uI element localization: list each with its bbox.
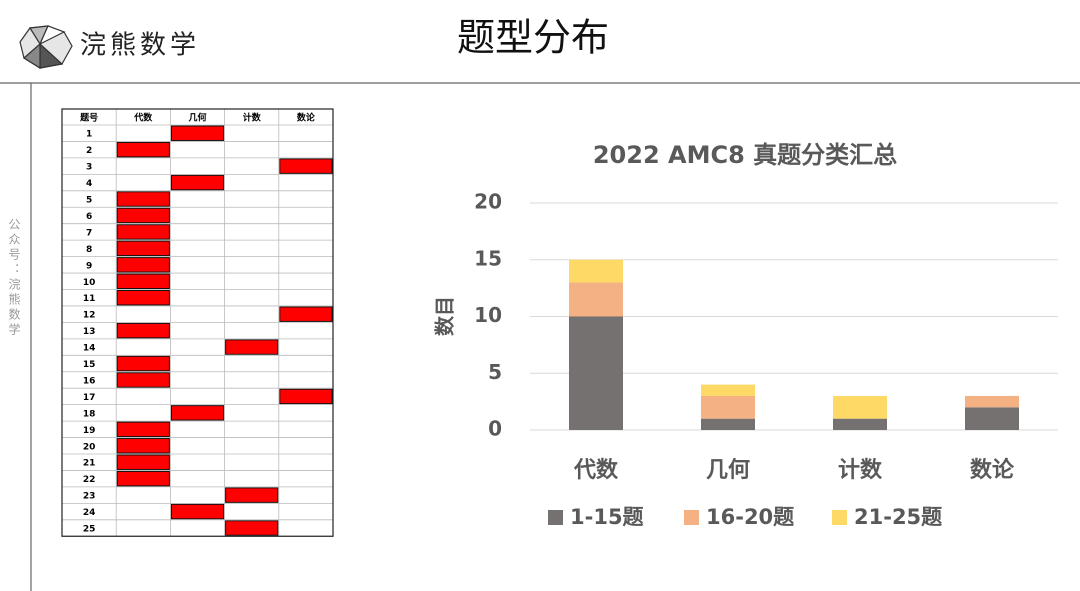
- marked-cell: [116, 372, 170, 388]
- marked-cell: [170, 174, 225, 191]
- bar-segment: [569, 282, 623, 317]
- row-number: 6: [86, 212, 92, 222]
- legend-swatch: [684, 510, 699, 525]
- marked-cell: [279, 158, 333, 174]
- bar-segment: [701, 384, 755, 396]
- marked-cell: [116, 421, 170, 438]
- table-border: [61, 108, 334, 537]
- marked-cell: [116, 290, 170, 306]
- row-number: 11: [83, 294, 96, 304]
- table-header: 几何: [188, 112, 206, 124]
- marked-cell: [116, 257, 170, 273]
- marked-cell: [170, 503, 225, 520]
- legend-label: 21-25题: [854, 505, 943, 529]
- x-tick-label: 代数: [573, 457, 619, 483]
- marked-cell: [225, 520, 279, 536]
- x-tick-label: 计数: [838, 457, 883, 483]
- row-number: 25: [83, 525, 96, 535]
- row-number: 17: [83, 393, 96, 403]
- row-number: 15: [83, 360, 96, 370]
- row-number: 14: [83, 344, 96, 354]
- marked-cell: [116, 224, 170, 240]
- page-title: 题型分布: [457, 16, 609, 60]
- row-number: 16: [83, 376, 96, 386]
- x-tick-label: 数论: [970, 457, 1015, 483]
- row-number: 5: [86, 196, 92, 206]
- marked-cell: [116, 322, 170, 339]
- legend-swatch: [832, 510, 847, 525]
- marked-cell: [116, 207, 170, 224]
- row-number: 24: [83, 508, 96, 518]
- row-number: 18: [83, 409, 96, 419]
- marked-cell: [116, 470, 170, 487]
- table-header: 题号: [79, 113, 98, 124]
- row-number: 12: [83, 311, 96, 321]
- row-number: 4: [86, 179, 92, 189]
- row-number: 9: [86, 261, 92, 271]
- chart-title: 2022 AMC8 真题分类汇总: [593, 141, 897, 169]
- marked-cell: [170, 125, 225, 141]
- logo-text: 浣熊数学: [80, 31, 200, 61]
- marked-cell: [279, 306, 333, 322]
- row-number: 22: [83, 475, 96, 485]
- table-header: 数论: [297, 112, 316, 124]
- y-tick-label: 10: [474, 303, 502, 327]
- row-number: 21: [83, 459, 96, 469]
- table: 1234567891011121314151617181920212223242…: [61, 108, 334, 537]
- row-number: 19: [83, 426, 96, 436]
- row-number: 13: [83, 327, 96, 337]
- logo-icon: [19, 25, 73, 70]
- bar-segment: [833, 418, 887, 430]
- bar-segment: [965, 395, 1019, 408]
- table-header: 代数: [133, 112, 153, 124]
- marked-cell: [279, 388, 333, 405]
- row-number: 7: [86, 228, 92, 238]
- row-number: 1: [86, 130, 92, 140]
- legend-label: 16-20题: [706, 505, 795, 529]
- row-number: 23: [83, 492, 96, 502]
- y-tick-label: 0: [488, 417, 502, 441]
- y-tick-label: 5: [488, 360, 502, 384]
- marked-cell: [116, 438, 170, 454]
- marked-cell: [116, 240, 170, 257]
- bar-segment: [833, 395, 887, 419]
- marked-cell: [116, 141, 170, 158]
- row-number: 3: [86, 163, 92, 173]
- bar-segment: [701, 395, 755, 419]
- row-number: 20: [83, 442, 96, 452]
- marked-cell: [225, 339, 279, 355]
- marked-cell: [116, 355, 170, 372]
- marked-cell: [116, 191, 170, 207]
- row-number: 8: [86, 245, 92, 255]
- bar-segment: [569, 316, 623, 430]
- legend-label: 1-15题: [570, 505, 645, 529]
- y-tick-label: 20: [474, 190, 502, 214]
- legend-swatch: [548, 510, 563, 525]
- marked-cell: [225, 487, 279, 503]
- bar-segment: [965, 407, 1019, 430]
- row-number: 10: [83, 278, 96, 288]
- x-tick-label: 几何: [706, 457, 750, 483]
- marked-cell: [116, 454, 170, 470]
- bar-segment: [569, 259, 623, 283]
- marked-cell: [170, 405, 225, 421]
- y-axis-label: 数目: [433, 296, 457, 336]
- row-number: 2: [86, 146, 92, 156]
- side-text: 公众号：浣熊数学: [7, 218, 21, 338]
- bar-segment: [701, 418, 755, 430]
- table-header: 计数: [243, 112, 262, 124]
- y-tick-label: 15: [474, 246, 502, 270]
- marked-cell: [116, 273, 170, 289]
